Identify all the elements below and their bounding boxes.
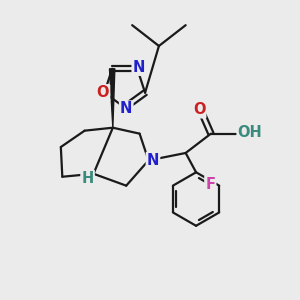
Text: N: N — [133, 60, 145, 75]
Text: OH: OH — [238, 125, 262, 140]
Text: N: N — [120, 101, 132, 116]
Text: O: O — [193, 102, 205, 117]
Text: N: N — [147, 153, 159, 168]
Text: F: F — [205, 177, 215, 192]
Polygon shape — [110, 69, 115, 128]
Text: H: H — [82, 171, 94, 186]
Text: O: O — [97, 85, 109, 100]
